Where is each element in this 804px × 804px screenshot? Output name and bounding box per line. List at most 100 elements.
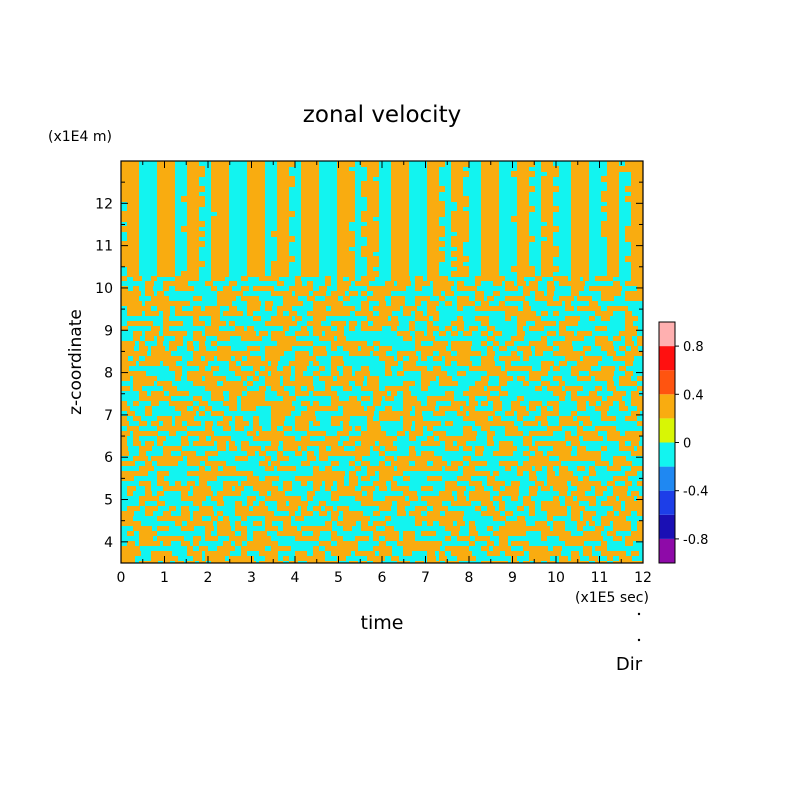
field-cell xyxy=(457,496,466,501)
field-cell xyxy=(463,236,469,242)
field-cell xyxy=(487,441,494,446)
field-cell xyxy=(595,456,601,461)
field-cell xyxy=(505,316,511,321)
field-cell xyxy=(139,531,145,536)
colorbar-swatch xyxy=(659,394,675,419)
field-cell xyxy=(637,271,643,277)
field-cell xyxy=(277,451,283,456)
field-cell xyxy=(145,406,152,411)
field-cell xyxy=(295,286,302,291)
field-cell xyxy=(259,166,265,172)
field-cell xyxy=(181,416,189,421)
field-cell xyxy=(475,506,481,511)
field-cell xyxy=(169,251,175,257)
field-cell xyxy=(343,541,349,546)
field-cell xyxy=(169,536,178,541)
field-cell xyxy=(553,276,560,281)
field-cell xyxy=(277,281,284,286)
field-cell xyxy=(451,546,457,551)
field-cell xyxy=(121,471,130,476)
field-cell xyxy=(139,376,145,381)
field-cell xyxy=(457,226,463,232)
field-cell xyxy=(319,366,325,371)
field-cell xyxy=(313,266,319,272)
field-cell xyxy=(403,361,411,366)
field-cell xyxy=(625,196,631,202)
field-cell xyxy=(133,306,139,311)
field-cell xyxy=(415,366,424,371)
footer-dot xyxy=(637,612,641,616)
field-cell xyxy=(343,516,352,521)
field-cell xyxy=(445,441,453,446)
field-cell xyxy=(367,316,375,321)
field-cell xyxy=(169,361,176,366)
field-cell xyxy=(439,251,445,257)
field-cell xyxy=(451,446,459,451)
field-cell xyxy=(433,341,439,346)
field-cell xyxy=(121,186,127,192)
field-cell xyxy=(427,331,433,336)
field-cell xyxy=(313,421,320,426)
field-cell xyxy=(403,421,412,426)
field-cell xyxy=(625,511,631,516)
field-cell xyxy=(277,531,286,536)
field-cell xyxy=(619,376,628,381)
field-cell xyxy=(301,161,307,167)
field-cell xyxy=(571,551,579,556)
field-cell xyxy=(403,311,411,316)
field-cell xyxy=(475,391,482,396)
field-cell xyxy=(463,171,469,177)
field-cell xyxy=(613,286,622,291)
field-cell xyxy=(121,521,129,526)
field-cell xyxy=(457,551,466,556)
field-cell xyxy=(427,496,436,501)
field-cell xyxy=(223,486,232,491)
field-cell xyxy=(493,471,499,476)
field-cell xyxy=(151,396,158,401)
field-cell xyxy=(427,551,435,556)
field-cell xyxy=(319,501,326,506)
field-cell xyxy=(157,196,163,202)
field-cell xyxy=(307,221,313,227)
field-cell xyxy=(295,551,303,556)
field-cell xyxy=(193,356,201,361)
field-cell xyxy=(241,336,248,341)
field-cell xyxy=(157,211,163,217)
field-cell xyxy=(367,201,373,207)
field-cell xyxy=(127,471,136,476)
field-cell xyxy=(571,191,577,197)
field-cell xyxy=(217,356,225,361)
field-cell xyxy=(205,536,214,541)
field-cell xyxy=(547,221,553,227)
field-cell xyxy=(307,231,313,237)
field-cell xyxy=(271,366,277,371)
field-cell xyxy=(217,391,223,396)
field-cell xyxy=(349,546,358,551)
field-cell xyxy=(631,261,637,267)
field-cell xyxy=(529,286,538,291)
field-cell xyxy=(571,396,580,401)
field-cell xyxy=(535,326,544,331)
field-cell xyxy=(199,466,205,471)
field-cell xyxy=(547,246,553,252)
field-cell xyxy=(553,546,562,551)
field-cell xyxy=(301,176,307,182)
field-cell xyxy=(301,286,309,291)
field-cell xyxy=(385,536,392,541)
field-cell xyxy=(223,226,229,232)
field-cell xyxy=(259,506,268,511)
field-cell xyxy=(583,361,589,366)
field-cell xyxy=(295,516,304,521)
field-cell xyxy=(415,511,421,516)
field-cell xyxy=(349,326,355,331)
field-cell xyxy=(283,391,289,396)
field-cell xyxy=(337,221,343,227)
field-cell xyxy=(247,211,253,217)
field-cell xyxy=(571,281,580,286)
field-cell xyxy=(523,271,529,277)
field-cell xyxy=(481,256,487,262)
field-cell xyxy=(361,186,367,192)
field-cell xyxy=(187,411,196,416)
field-cell xyxy=(229,471,237,476)
field-cell xyxy=(481,161,487,167)
